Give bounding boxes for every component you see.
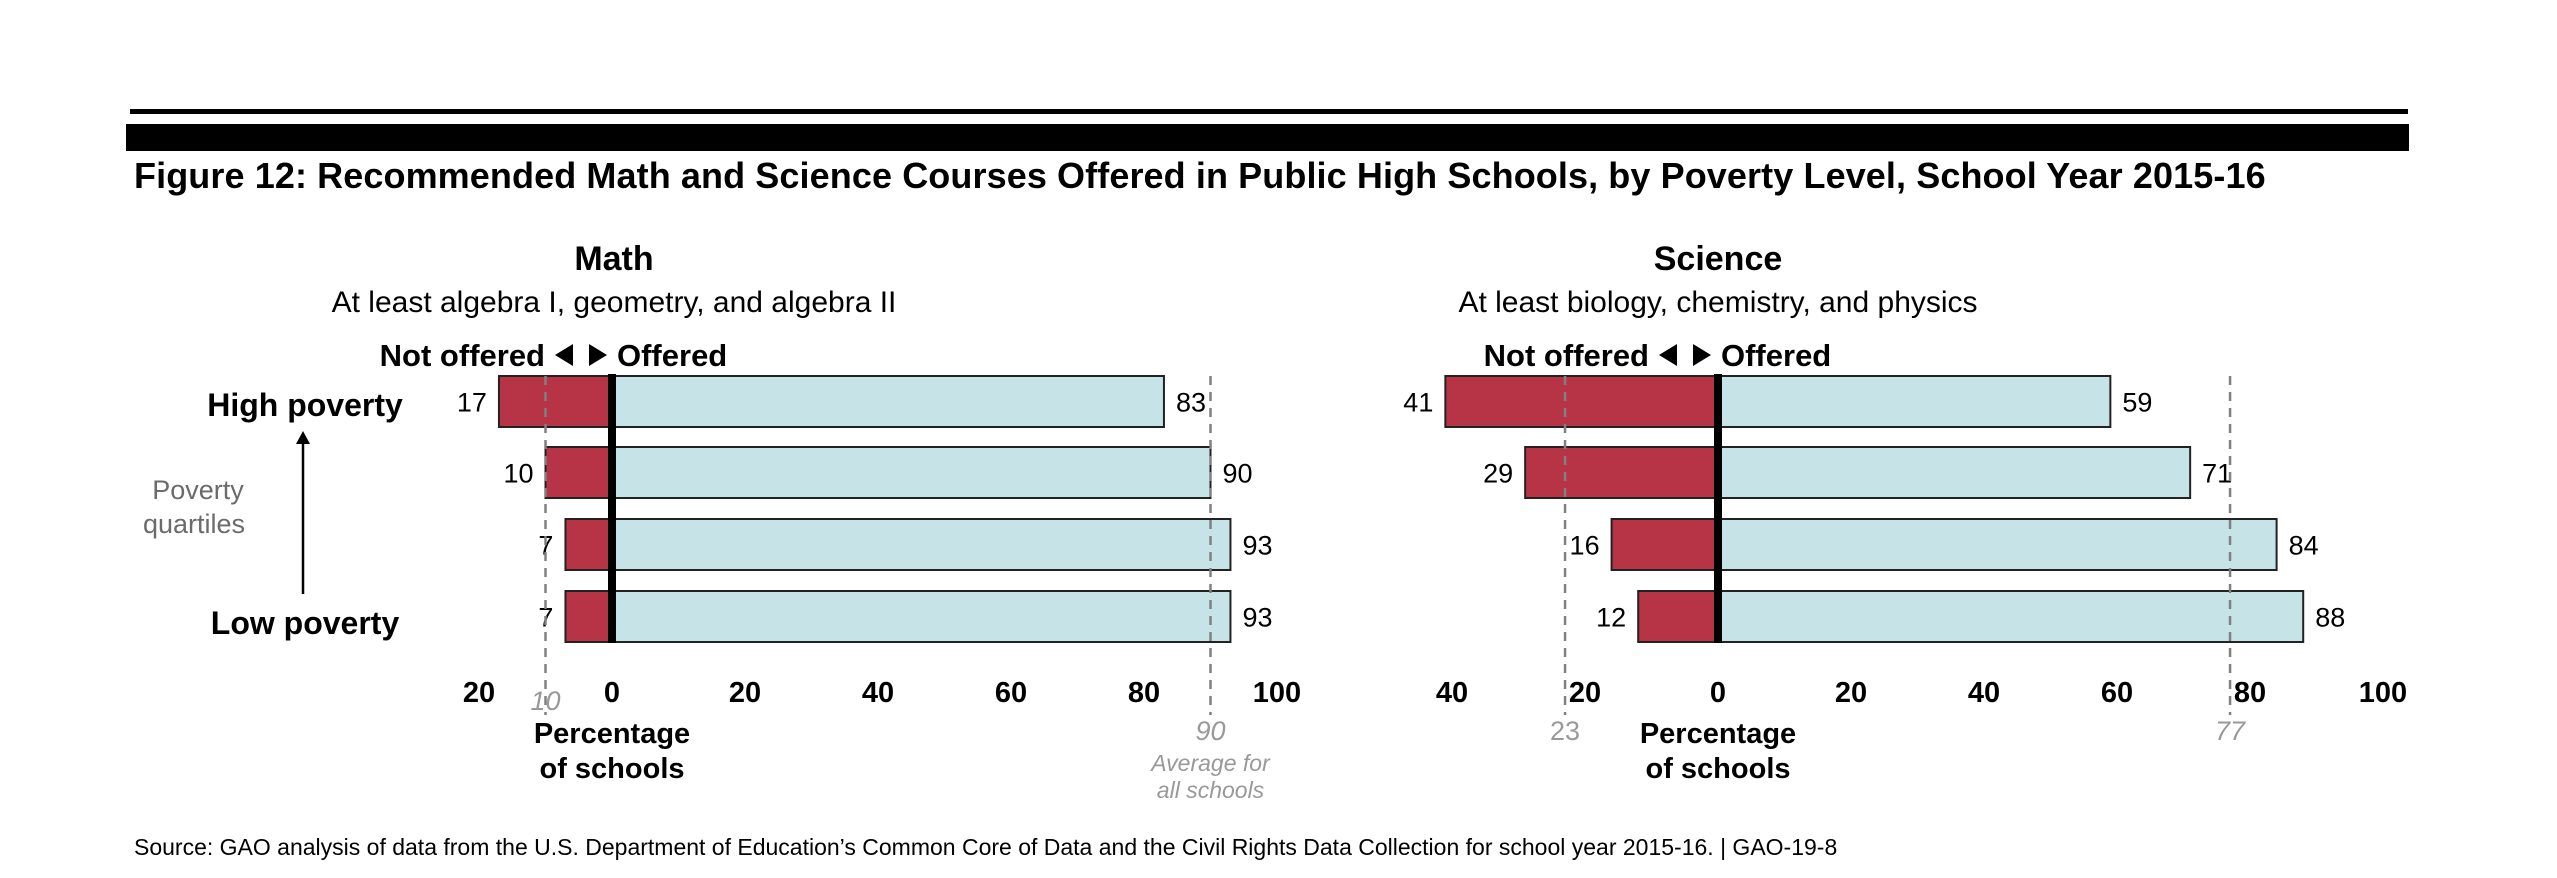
x-tick-label: 80: [2234, 677, 2266, 709]
x-tick-label: 60: [995, 677, 1027, 709]
row-label-low-poverty: Low poverty: [211, 605, 400, 641]
x-tick-label: 20: [729, 677, 761, 709]
x-tick-label: 60: [2101, 677, 2133, 709]
x-tick-label: 40: [1968, 677, 2000, 709]
x-tick-label: 20: [1835, 677, 1867, 709]
value-label-offered: 90: [1223, 459, 1253, 489]
chart-subtitle: At least algebra I, geometry, and algebr…: [332, 286, 897, 319]
x-tick-label: 100: [1253, 677, 1301, 709]
source-note: Source: GAO analysis of data from the U.…: [134, 834, 1838, 860]
bar-not-offered: [1524, 446, 1720, 499]
bar-not-offered: [1610, 518, 1719, 571]
bar-offered: [611, 590, 1232, 643]
figure-title: Figure 12: Recommended Math and Science …: [134, 155, 2266, 196]
value-label-offered: 88: [2315, 603, 2345, 633]
right-triangle-icon: [1693, 344, 1711, 366]
header-rule-thin: [130, 109, 2408, 114]
value-label-not-offered: 7: [538, 531, 553, 561]
direction-label-not-offered: Not offered: [380, 338, 545, 373]
x-tick-label: 80: [1128, 677, 1160, 709]
bar-not-offered: [564, 590, 614, 643]
direction-label-offered: Offered: [1721, 338, 1831, 373]
x-tick-label: 100: [2359, 677, 2407, 709]
reference-note-line2: all schools: [1157, 777, 1265, 803]
x-tick-label: 40: [862, 677, 894, 709]
bar-offered: [1717, 518, 2278, 571]
x-tick-label: 0: [1710, 677, 1726, 709]
poverty-quartiles-label-line2: quartiles: [143, 509, 245, 539]
direction-label-not-offered: Not offered: [1484, 338, 1649, 373]
chart-subtitle: At least biology, chemistry, and physics: [1458, 286, 1977, 319]
left-triangle-icon: [555, 344, 573, 366]
x-axis-title-line2: of schools: [539, 753, 684, 785]
x-axis-title-line1: Percentage: [534, 718, 690, 750]
reference-note-line1: Average for: [1149, 750, 1271, 776]
x-axis-title-line1: Percentage: [1640, 718, 1796, 750]
reference-value-label: 77: [2215, 716, 2246, 746]
value-label-offered: 93: [1242, 531, 1272, 561]
x-tick-label: 0: [604, 677, 620, 709]
value-label-offered: 71: [2202, 459, 2232, 489]
bar-offered: [1717, 446, 2192, 499]
row-label-high-poverty: High poverty: [207, 387, 403, 423]
arrowhead-icon: [296, 431, 310, 444]
value-label-offered: 83: [1176, 388, 1206, 418]
reference-value-label: 23: [1550, 716, 1580, 746]
science-chart: Science At least biology, chemistry, and …: [1403, 240, 2407, 785]
value-label-not-offered: 29: [1483, 459, 1513, 489]
value-label-not-offered: 17: [457, 388, 487, 418]
bar-offered: [611, 375, 1165, 428]
bar-offered: [611, 518, 1232, 571]
left-triangle-icon: [1659, 344, 1677, 366]
value-label-offered: 84: [2289, 531, 2319, 561]
bar-not-offered: [1444, 375, 1719, 428]
value-label-not-offered: 10: [503, 459, 533, 489]
value-label-not-offered: 12: [1596, 603, 1626, 633]
reference-value-label: 90: [1195, 716, 1225, 746]
bar-not-offered: [497, 375, 614, 428]
bar-offered: [1717, 590, 2305, 643]
value-label-offered: 59: [2122, 388, 2152, 418]
value-label-not-offered: 16: [1570, 531, 1600, 561]
value-label-offered: 93: [1242, 603, 1272, 633]
x-tick-label: 20: [1569, 677, 1601, 709]
bar-not-offered: [564, 518, 614, 571]
bar-not-offered: [544, 446, 613, 499]
x-tick-label: 20: [463, 677, 495, 709]
chart-title: Science: [1654, 240, 1783, 278]
chart-title: Math: [574, 240, 653, 278]
x-axis-title-line2: of schools: [1645, 753, 1790, 785]
poverty-quartiles-label-line1: Poverty: [152, 475, 244, 505]
direction-label-offered: Offered: [617, 338, 727, 373]
bar-offered: [611, 446, 1212, 499]
header-rule-thick: [126, 124, 2409, 151]
row-labels: High poverty Low poverty Poverty quartil…: [143, 387, 403, 641]
bar-not-offered: [1637, 590, 1719, 643]
bar-offered: [1717, 375, 2112, 428]
value-label-not-offered: 41: [1403, 388, 1433, 418]
right-triangle-icon: [589, 344, 607, 366]
reference-value-label: 10: [530, 686, 560, 716]
math-chart: Math At least algebra I, geometry, and al…: [332, 240, 1302, 803]
x-tick-label: 40: [1436, 677, 1468, 709]
